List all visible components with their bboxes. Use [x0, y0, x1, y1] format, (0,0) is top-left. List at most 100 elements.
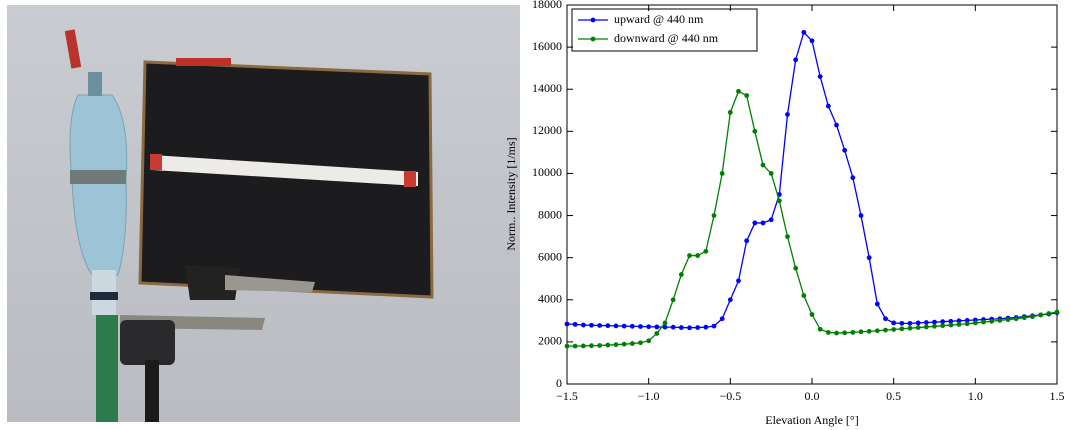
point: [1055, 310, 1060, 315]
point: [1046, 311, 1051, 316]
point: [565, 344, 570, 349]
point: [622, 324, 627, 329]
point: [859, 329, 864, 334]
y-tick-label: 4000: [538, 292, 562, 306]
x-axis-label: Elevation Angle [°]: [765, 413, 858, 427]
point: [957, 322, 962, 327]
legend-marker: [591, 18, 596, 23]
point: [744, 93, 749, 98]
legend-label: downward @ 440 nm: [614, 31, 719, 45]
point: [761, 221, 766, 226]
point: [703, 249, 708, 254]
figure: Elevation Angle [°] Norm.. Intensity [1/…: [0, 0, 1070, 430]
point: [875, 302, 880, 307]
point: [581, 343, 586, 348]
point: [834, 331, 839, 336]
point: [867, 255, 872, 260]
point: [663, 321, 668, 326]
point: [654, 325, 659, 330]
series-line: [567, 32, 1057, 327]
point: [867, 329, 872, 334]
photo: [7, 5, 520, 422]
point: [614, 323, 619, 328]
x-tick-label: 1.5: [1050, 389, 1065, 403]
point: [793, 57, 798, 62]
x-tick-label: 0.0: [805, 389, 820, 403]
point: [712, 324, 717, 329]
x-tick-label: −1.0: [638, 389, 660, 403]
point: [646, 338, 651, 343]
point: [940, 323, 945, 328]
point: [973, 321, 978, 326]
point: [826, 330, 831, 335]
point: [744, 238, 749, 243]
y-tick-label: 18000: [532, 0, 562, 11]
point: [630, 324, 635, 329]
y-tick-label: 0: [556, 376, 562, 390]
y-tick-label: 16000: [532, 39, 562, 53]
point: [932, 324, 937, 329]
point: [769, 171, 774, 176]
point: [834, 123, 839, 128]
point: [899, 326, 904, 331]
x-tick-label: −1.5: [556, 389, 578, 403]
point: [720, 171, 725, 176]
point: [720, 316, 725, 321]
point: [924, 320, 929, 325]
point: [948, 323, 953, 328]
point: [932, 320, 937, 325]
point: [703, 325, 708, 330]
point: [916, 321, 921, 326]
point: [630, 341, 635, 346]
y-tick-label: 6000: [538, 249, 562, 263]
point: [777, 198, 782, 203]
point: [695, 325, 700, 330]
point: [818, 327, 823, 332]
point: [850, 330, 855, 335]
x-tick-label: −0.5: [719, 389, 741, 403]
point: [785, 112, 790, 117]
point: [916, 325, 921, 330]
legend-marker: [591, 37, 596, 42]
point: [965, 321, 970, 326]
point: [899, 321, 904, 326]
point: [785, 234, 790, 239]
point: [687, 325, 692, 330]
point: [842, 330, 847, 335]
point: [614, 342, 619, 347]
point: [859, 213, 864, 218]
y-tick-label: 12000: [532, 123, 562, 137]
point: [638, 340, 643, 345]
point: [1014, 316, 1019, 321]
point: [646, 324, 651, 329]
point: [924, 325, 929, 330]
point: [638, 324, 643, 329]
point: [761, 163, 766, 168]
point: [671, 325, 676, 330]
point: [891, 321, 896, 326]
point: [908, 321, 913, 326]
point: [589, 323, 594, 328]
point: [818, 74, 823, 79]
point: [1006, 317, 1011, 322]
point: [728, 297, 733, 302]
point: [752, 129, 757, 134]
point: [801, 293, 806, 298]
y-axis-label: Norm.. Intensity [1/ms]: [504, 137, 518, 250]
point: [981, 320, 986, 325]
point: [573, 344, 578, 349]
point: [679, 325, 684, 330]
point: [712, 213, 717, 218]
point: [997, 318, 1002, 323]
point: [826, 104, 831, 109]
point: [654, 331, 659, 336]
point: [728, 110, 733, 115]
point: [752, 221, 757, 226]
point: [1022, 315, 1027, 320]
point: [810, 38, 815, 43]
point: [597, 323, 602, 328]
point: [622, 342, 627, 347]
point: [908, 326, 913, 331]
point: [891, 327, 896, 332]
y-tick-label: 14000: [532, 81, 562, 95]
